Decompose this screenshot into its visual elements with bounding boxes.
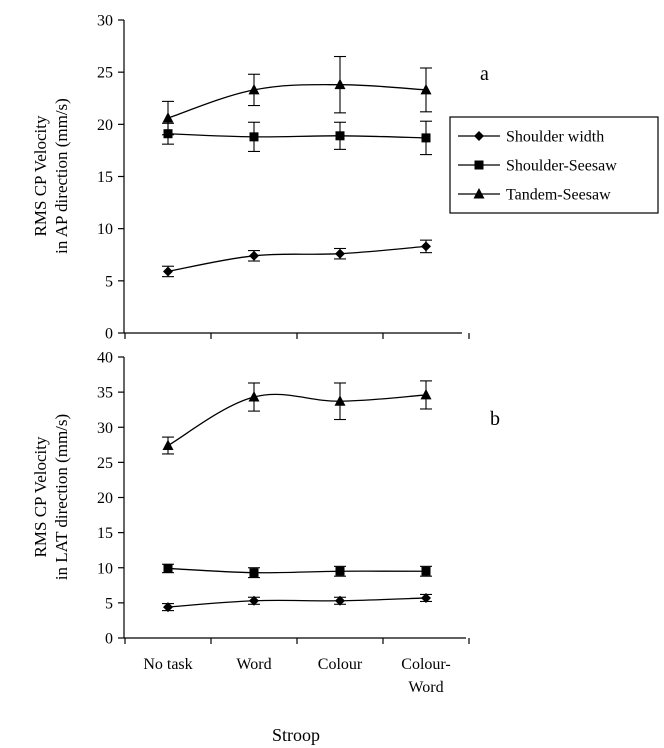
legend-entry: Tandem-Seesaw [506, 187, 611, 204]
data-point [163, 563, 173, 573]
data-point [421, 133, 431, 143]
y-tick-label: 30 [97, 13, 113, 30]
legend: Shoulder width Shoulder-Seesaw Tandem-Sees… [449, 116, 659, 214]
series-line [167, 245, 427, 273]
data-point [162, 112, 174, 123]
data-point [335, 248, 345, 259]
legend-marker [474, 160, 484, 170]
data-point [420, 388, 432, 400]
x-tick-label: Word [408, 679, 443, 696]
series-line [167, 133, 427, 139]
legend-entry: Shoulder width [506, 129, 604, 146]
x-tick-label: Word [236, 656, 271, 673]
y-tick-label: 10 [97, 560, 113, 577]
data-point [421, 592, 431, 603]
x-tick-label: No task [143, 656, 192, 673]
x-axis-title: Stroop [272, 725, 320, 745]
data-point [421, 566, 431, 576]
series-line [167, 567, 427, 574]
series-shoulder-width [162, 239, 432, 278]
y-tick-label: 40 [97, 350, 113, 367]
data-point [249, 132, 259, 142]
series-line [167, 597, 427, 608]
data-point [420, 83, 432, 95]
data-point [248, 83, 260, 95]
data-point [162, 439, 174, 451]
data-point [335, 131, 345, 141]
y-tick-label: 15 [97, 525, 113, 542]
data-point [335, 566, 345, 576]
y-tick-label: 35 [97, 385, 113, 402]
series-line [167, 393, 427, 447]
x-tick-label: Colour- [401, 656, 450, 673]
data-point [163, 602, 173, 613]
data-point [421, 241, 431, 252]
y-tick-label: 20 [97, 490, 113, 507]
y-tick-label: 30 [97, 420, 113, 437]
panel-b-chart: 0 5 10 15 20 25 30 35 40 No task Word Colour Colour-… [31, 350, 500, 697]
series-shoulder-seesaw [162, 120, 432, 156]
y-tick-label: 25 [97, 455, 113, 472]
legend-entry: Shoulder-Seesaw [506, 158, 617, 175]
legend-marker [473, 188, 485, 199]
y-axis-title: RMS CP Velocity in AP direction (mm/s) [31, 98, 71, 254]
data-point [249, 595, 259, 606]
data-point [249, 568, 259, 578]
y-axis-title: RMS CP Velocity in LAT direction (mm/s) [31, 414, 71, 580]
legend-marker [474, 131, 484, 141]
y-tick-label: 5 [105, 595, 113, 612]
series-line [167, 84, 427, 119]
data-point [335, 595, 345, 606]
y-tick-label: 10 [97, 221, 113, 238]
data-point [249, 250, 259, 261]
y-tick-label: 15 [97, 169, 113, 186]
y-tick-label: 20 [97, 117, 113, 134]
y-tick-label: 0 [105, 631, 113, 648]
series-tandem-seesaw [162, 380, 432, 455]
panel-a-chart: 0 5 10 15 20 25 30 RMS CP Velocity in AP directi… [31, 13, 489, 343]
series-shoulder-seesaw [162, 563, 432, 579]
y-tick-label: 5 [105, 273, 113, 290]
y-tick-label: 25 [97, 65, 113, 82]
x-tick-label: Colour [318, 656, 363, 673]
panel-label: a [480, 63, 489, 85]
data-point [163, 266, 173, 277]
series-tandem-seesaw [162, 55, 432, 136]
data-point [334, 78, 346, 90]
data-point [334, 395, 346, 406]
y-tick-label: 0 [105, 326, 113, 343]
data-point [248, 391, 260, 402]
panel-label: b [490, 408, 500, 430]
series-shoulder-width [162, 592, 432, 613]
